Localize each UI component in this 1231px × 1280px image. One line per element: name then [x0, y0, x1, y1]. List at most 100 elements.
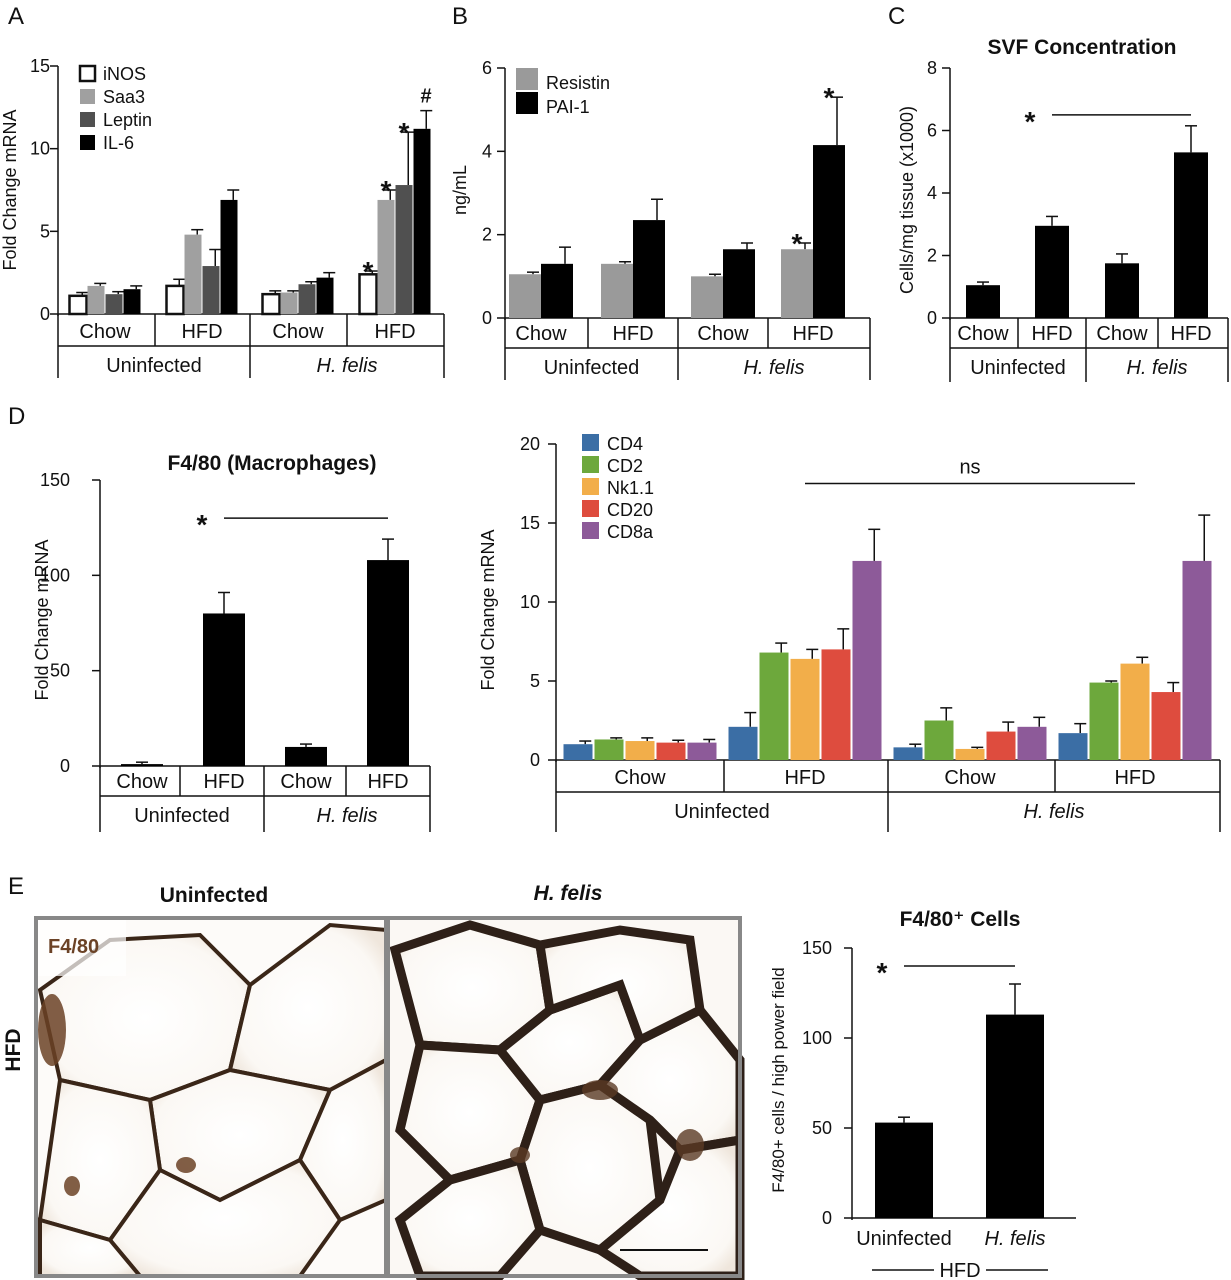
chart-title: SVF Concentration [987, 36, 1176, 59]
bar-cd8a [687, 742, 717, 760]
legend-swatch [78, 64, 97, 83]
legend-label: Saa3 [103, 87, 145, 107]
legend-label: Resistin [546, 73, 610, 93]
bar-inos [165, 284, 185, 316]
bar-value [203, 613, 245, 766]
bar-nk1-1 [955, 748, 985, 760]
bar-pai-1 [813, 145, 845, 318]
y-axis-label: Cells/mg tissue (x1000) [897, 106, 917, 294]
bar-value [285, 746, 327, 766]
group-label: Uninfected [134, 805, 230, 827]
micrograph-title-uninfected: Uninfected [160, 884, 269, 907]
category-label: Chow [272, 321, 324, 343]
significance-mark: * [792, 228, 803, 259]
category-label: HFD [784, 767, 825, 789]
y-axis-label: F4/80+ cells / high power field [769, 967, 788, 1192]
category-label: HFD [792, 323, 833, 345]
category-label: Chow [79, 321, 131, 343]
comparison-label: * [877, 957, 888, 988]
category-label: HFD [203, 771, 244, 793]
bar-leptin [395, 185, 413, 314]
bar-value [1105, 263, 1139, 318]
significance-mark: * [399, 117, 410, 148]
legend-label: CD20 [607, 500, 653, 520]
y-tick-label: 150 [802, 938, 832, 958]
legend-label: CD2 [607, 456, 643, 476]
y-tick-label: 20 [520, 434, 540, 454]
bar-cd8a [1182, 560, 1212, 760]
panel-label-a: A [8, 3, 24, 30]
category-label: Chow [957, 323, 1009, 345]
group-label: Uninfected [970, 357, 1066, 379]
bar-cd20 [656, 742, 686, 760]
bar-value [875, 1122, 933, 1218]
bar-nk1-1 [790, 658, 820, 760]
bar-saa3 [280, 292, 298, 314]
micrograph-title-hfelis: H. felis [534, 882, 603, 905]
bar-saa3 [377, 199, 395, 314]
category-label: Chow [697, 323, 749, 345]
bar-cd4 [563, 744, 593, 760]
bar-value [966, 285, 1000, 318]
bar-cd20 [821, 649, 851, 760]
bar-inos [68, 294, 88, 316]
legend-swatch [582, 434, 599, 451]
group-label: Uninfected [674, 801, 770, 823]
chart-a: 0 5 10 15 Fold Change mRNA Chow HFD Chow HFD Unin… [0, 56, 445, 378]
category-label: Uninfected [856, 1228, 952, 1250]
bar-il-6 [220, 199, 238, 314]
chart-c: 0 2 4 6 8 Cells/mg tissue (x1000) Chow HFD Chow H… [897, 36, 1229, 382]
y-tick-label: 5 [530, 671, 540, 691]
category-label: Chow [116, 771, 168, 793]
legend-swatch [582, 500, 599, 517]
legend-swatch [80, 112, 95, 127]
bar-resistin [781, 249, 813, 318]
legend-swatch [80, 135, 95, 150]
y-tick-label: 0 [60, 756, 70, 776]
bar-resistin [601, 263, 633, 318]
category-label: Chow [515, 323, 567, 345]
bar-resistin [691, 276, 723, 318]
y-tick-label: 0 [40, 304, 50, 324]
micrographs: Uninfected H. felis HFD F4/80 [2, 882, 745, 1280]
bar-pai-1 [541, 263, 573, 318]
y-tick-label: 5 [40, 221, 50, 241]
bar-saa3 [87, 285, 105, 314]
y-tick-label: 50 [812, 1118, 832, 1138]
y-tick-label: 2 [927, 246, 937, 266]
bar-cd4 [728, 726, 758, 760]
y-tick-label: 15 [30, 56, 50, 76]
bar-pai-1 [723, 249, 755, 318]
chart-e-f480-cells: 0 50 100 150 F4/80+ cells / high power field… [769, 908, 1076, 1280]
bar-il-6 [316, 277, 334, 314]
category-label: Chow [1096, 323, 1148, 345]
comparison-label: ns [959, 457, 980, 479]
category-label: HFD [1031, 323, 1072, 345]
bar-leptin [105, 294, 123, 314]
y-tick-label: 100 [40, 565, 70, 585]
bar-il-6 [123, 289, 141, 314]
chart-d-macrophages: 0 50 100 150 Fold Change mRNA Chow HFD Chow HFD U… [32, 452, 431, 832]
panel-label-e: E [8, 873, 24, 900]
category-label: HFD [181, 321, 222, 343]
bar-value [986, 1014, 1044, 1218]
category-label: Chow [614, 767, 666, 789]
y-tick-label: 10 [520, 592, 540, 612]
significance-mark: # [420, 86, 431, 108]
bar-value [1035, 225, 1069, 318]
y-tick-label: 100 [802, 1028, 832, 1048]
group-label: H. felis [316, 805, 377, 827]
significance-mark: * [363, 256, 374, 287]
y-tick-label: 8 [927, 58, 937, 78]
bar-inos [358, 273, 378, 316]
bar-cd20 [1151, 692, 1181, 760]
y-axis-label: Fold Change mRNA [0, 109, 20, 270]
bar-resistin [509, 274, 541, 318]
y-axis-label: Fold Change mRNA [478, 529, 498, 690]
bar-value [121, 764, 163, 766]
y-tick-label: 4 [482, 141, 492, 161]
group-label: Uninfected [544, 357, 640, 379]
group-label: H. felis [1023, 801, 1084, 823]
bar-cd8a [852, 560, 882, 760]
